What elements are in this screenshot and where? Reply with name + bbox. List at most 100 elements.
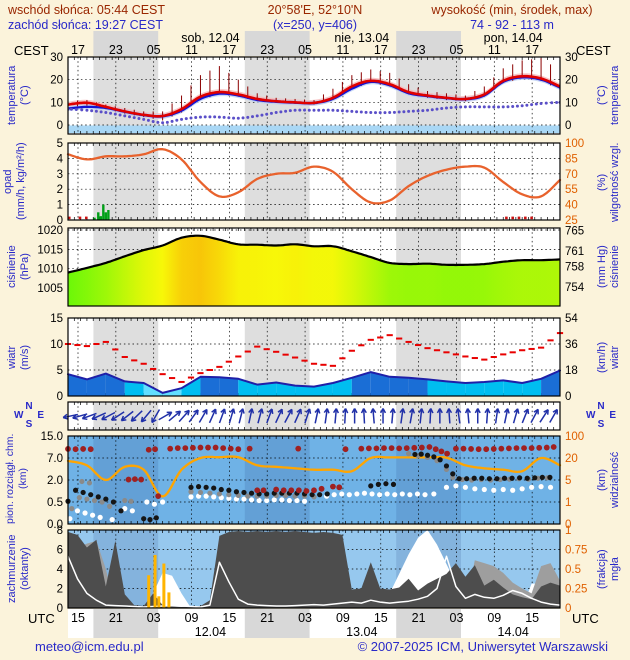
svg-text:0: 0 [565, 120, 571, 132]
svg-text:0.5: 0.5 [565, 564, 581, 576]
svg-text:17: 17 [71, 43, 85, 57]
svg-text:13.04: 13.04 [346, 625, 377, 639]
svg-text:761: 761 [565, 246, 584, 258]
svg-text:30: 30 [50, 52, 63, 64]
tz-label-bottom-right: UTC [572, 611, 599, 626]
svg-text:14.04: 14.04 [498, 625, 529, 639]
sunset-text: zachód słońca: 19:27 CEST [8, 18, 163, 32]
svg-text:03: 03 [298, 611, 312, 625]
svg-text:15: 15 [374, 611, 388, 625]
svg-text:nie, 13.04: nie, 13.04 [334, 31, 389, 45]
svg-text:17: 17 [222, 43, 236, 57]
svg-text:1: 1 [565, 525, 571, 537]
compass-e: E [37, 410, 44, 421]
svg-text:0: 0 [57, 603, 63, 615]
panel-temperature: 0 0 10 10 20 20 30 30 [50, 52, 578, 135]
header-location-block: 20°58'E, 52°10'N (x=250, y=406) [215, 3, 415, 33]
svg-text:09: 09 [336, 611, 350, 625]
panel-cloudiness-fog: 0 2 4 6 8 0 0.25 0.5 0.75 1 [57, 525, 588, 615]
svg-text:758: 758 [565, 261, 584, 273]
svg-text:05: 05 [298, 43, 312, 57]
svg-text:18: 18 [565, 365, 578, 377]
grid-point-text: (x=250, y=406) [272, 18, 358, 32]
svg-text:10: 10 [50, 339, 63, 351]
svg-text:765: 765 [565, 225, 584, 237]
svg-text:20: 20 [50, 75, 63, 87]
svg-text:23: 23 [260, 43, 274, 57]
svg-text:30: 30 [565, 52, 578, 64]
sunrise-text: wschód słońca: 05:44 CEST [8, 3, 166, 17]
svg-text:7.0: 7.0 [47, 453, 63, 465]
svg-text:2.0: 2.0 [47, 475, 63, 487]
svg-text:05: 05 [147, 43, 161, 57]
tz-label-top-left: CEST [14, 43, 49, 58]
svg-text:09: 09 [185, 611, 199, 625]
svg-text:36: 36 [565, 339, 578, 351]
svg-text:8: 8 [57, 525, 63, 537]
svg-text:20: 20 [565, 453, 578, 465]
svg-text:55: 55 [565, 184, 578, 196]
tz-label-top-right: CEST [576, 43, 611, 58]
svg-text:23: 23 [109, 43, 123, 57]
svg-text:1005: 1005 [37, 283, 63, 295]
compass-n: N [597, 401, 605, 412]
svg-text:0.0: 0.0 [47, 519, 63, 531]
svg-text:70: 70 [565, 169, 578, 181]
contact-email: meteo@icm.edu.pl [35, 639, 144, 654]
svg-text:5: 5 [565, 475, 571, 487]
svg-text:03: 03 [450, 611, 464, 625]
header-sun-block: wschód słońca: 05:44 CEST zachód słońca:… [8, 3, 165, 33]
compass-s: S [597, 419, 605, 430]
svg-text:25: 25 [565, 215, 578, 227]
svg-text:10: 10 [565, 97, 578, 109]
panel-pressure: 1005 1010 1015 1020 754 758 761 765 [37, 225, 585, 307]
svg-text:100: 100 [565, 138, 584, 150]
panel-precipitation-humidity: 0 1 2 3 4 5 25 40 55 70 85 100 [57, 138, 585, 227]
copyright-text: © 2007-2025 ICM, Uniwersytet Warszawski [357, 639, 608, 654]
svg-text:1: 1 [57, 200, 63, 212]
panel-cloud-extent-visibility: 0.0 0.5 2.0 7.0 15.0 0 1 5 20 100 [41, 431, 585, 531]
svg-text:0: 0 [57, 215, 63, 227]
svg-text:0: 0 [565, 391, 571, 403]
svg-text:2: 2 [57, 184, 63, 196]
panel-wind-direction [62, 401, 561, 431]
svg-text:54: 54 [565, 313, 578, 325]
svg-text:11: 11 [185, 43, 198, 57]
svg-text:15: 15 [50, 313, 63, 325]
svg-text:09: 09 [487, 611, 501, 625]
svg-text:5: 5 [57, 365, 63, 377]
svg-text:5: 5 [57, 138, 63, 150]
svg-text:0: 0 [565, 603, 571, 615]
svg-text:21: 21 [260, 611, 274, 625]
svg-text:05: 05 [450, 43, 464, 57]
header-altitude-block: wysokość (min, środek, max) 74 - 92 - 11… [402, 3, 622, 33]
svg-text:0.5: 0.5 [47, 497, 63, 509]
svg-text:10: 10 [50, 97, 63, 109]
svg-text:2: 2 [57, 584, 63, 596]
svg-text:3: 3 [57, 169, 63, 181]
svg-text:100: 100 [565, 431, 584, 443]
compass-n: N [25, 401, 33, 412]
svg-text:0.75: 0.75 [565, 545, 587, 557]
temperature-series [68, 58, 560, 125]
compass-rose-right: N W E S [586, 401, 616, 430]
svg-text:17: 17 [525, 43, 539, 57]
altitude-values: 74 - 92 - 113 m [470, 18, 554, 32]
svg-text:03: 03 [147, 611, 161, 625]
svg-text:0: 0 [565, 519, 571, 531]
svg-text:11: 11 [488, 43, 501, 57]
svg-text:1015: 1015 [37, 244, 63, 256]
svg-text:21: 21 [412, 611, 426, 625]
tz-label-bottom-left: UTC [28, 611, 55, 626]
panel-wind: 0 5 10 15 0 18 36 54 [50, 313, 578, 403]
svg-text:12.04: 12.04 [195, 625, 226, 639]
svg-text:21: 21 [109, 611, 123, 625]
compass-w: W [14, 410, 24, 421]
svg-text:20: 20 [565, 75, 578, 87]
location-text: 20°58'E, 52°10'N [267, 3, 363, 17]
svg-text:pon, 14.04: pon, 14.04 [484, 31, 543, 45]
altitude-label: wysokość (min, środek, max) [431, 3, 593, 17]
